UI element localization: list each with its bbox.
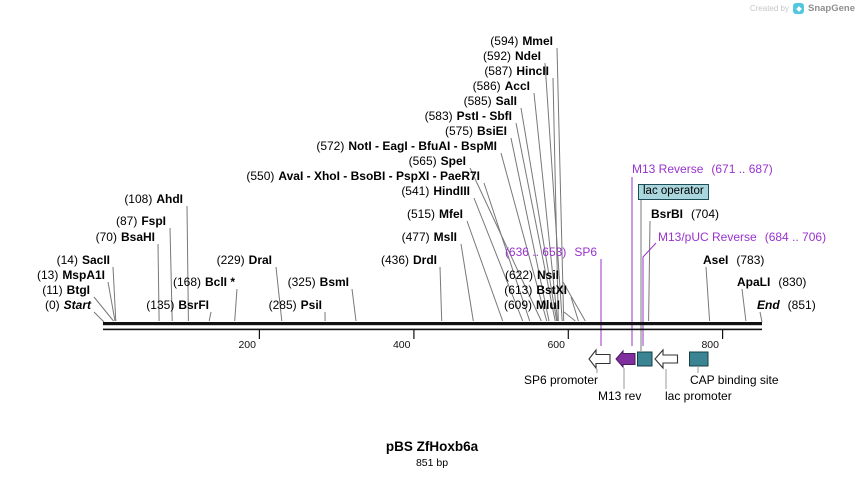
site-avai-group: (550) AvaI - XhoI - BsoBI - PspXI - PaeR7… xyxy=(246,169,480,183)
watermark-brand: SnapGene xyxy=(808,3,855,14)
lac-promoter-arrow xyxy=(654,348,679,370)
watermark: Created by SnapGene xyxy=(750,3,855,14)
lac-promoter-label: lac promoter xyxy=(665,389,732,403)
site-ndei: (592) NdeI xyxy=(482,49,541,63)
site-fspi: (87) FspI xyxy=(115,214,166,228)
plasmid-title-block: pBS ZfHoxb6a 851 bp xyxy=(0,439,864,469)
ruler: 200 400 600 800 xyxy=(238,330,724,351)
site-hincii: (587) HincII xyxy=(484,64,549,78)
cap-binding-site-box xyxy=(689,351,709,367)
site-asei: AseI (783) xyxy=(703,253,765,267)
site-btgi: (11) BtgI xyxy=(42,283,90,297)
primer-m13-reverse: M13 Reverse (671 .. 687) xyxy=(632,162,773,176)
site-mfei: (515) MfeI xyxy=(406,207,463,221)
sequence-baseline xyxy=(103,328,762,331)
site-bsiei: (575) BsiEI xyxy=(444,124,507,138)
site-start: (0) Start xyxy=(44,298,91,312)
plasmid-name: pBS ZfHoxb6a xyxy=(385,439,479,454)
ruler-tick-600: 600 xyxy=(547,339,565,351)
m13-rev-arrow xyxy=(615,349,636,369)
site-bcli: (168) BclI * xyxy=(172,275,235,289)
ruler-tick-800: 800 xyxy=(701,339,719,351)
m13-rev-label: M13 rev xyxy=(598,389,642,403)
site-spei: (565) SpeI xyxy=(408,154,466,168)
site-mmei: (594) MmeI xyxy=(490,34,553,48)
site-psti-sbfi: (583) PstI - SbfI xyxy=(424,109,512,123)
site-hindiii: (541) HindIII xyxy=(401,184,470,198)
site-bsmi: (325) BsmI xyxy=(287,275,349,289)
site-noti-group: (572) NotI - EagI - BfuAI - BspMI xyxy=(316,139,497,153)
sequence-bar xyxy=(103,322,762,326)
site-ahdi: (108) AhdI xyxy=(124,192,183,206)
callout-lines xyxy=(93,47,763,351)
lac-operator-label: lac operator xyxy=(638,184,709,200)
site-end: End (851) xyxy=(757,298,816,312)
site-sali: (585) SalI xyxy=(463,94,517,108)
site-bsrfi: (135) BsrFI xyxy=(146,298,209,312)
site-acci: (586) AccI xyxy=(472,79,530,93)
site-bstxi: (613) BstXI xyxy=(504,283,567,297)
feature-label-connectors xyxy=(596,367,699,389)
site-bsrbi: BsrBI (704) xyxy=(651,207,720,221)
sp6-promoter-label: SP6 promoter xyxy=(523,373,598,387)
site-sacii: (14) SacII xyxy=(56,253,110,267)
site-apali: ApaLI (830) xyxy=(737,275,807,289)
snapgene-logo-icon xyxy=(793,3,804,14)
primer-m13-puc-reverse: M13/pUC Reverse (684 .. 706) xyxy=(658,230,827,244)
site-mspa1i: (13) MspA1I xyxy=(36,268,105,282)
site-bsahi: (70) BsaHI xyxy=(95,230,155,244)
site-mlui: (609) MluI xyxy=(503,298,560,312)
site-psii: (285) PsiI xyxy=(268,298,322,312)
site-msli: (477) MslI xyxy=(401,230,457,244)
site-drdi: (436) DrdI xyxy=(380,253,437,267)
ruler-tick-200: 200 xyxy=(238,339,256,351)
site-drai: (229) DraI xyxy=(216,253,272,267)
lac-operator-box xyxy=(637,351,653,367)
watermark-prefix: Created by xyxy=(749,4,789,13)
primer-sp6: (636 .. 653) SP6 xyxy=(504,245,597,259)
primer-callout-lines xyxy=(600,177,657,346)
sp6-promoter-arrow xyxy=(588,348,611,370)
ruler-tick-400: 400 xyxy=(393,339,411,351)
plasmid-length: 851 bp xyxy=(415,457,449,469)
site-nsii: (622) NsiI xyxy=(504,268,559,282)
cap-binding-site-label: CAP binding site xyxy=(690,373,779,387)
